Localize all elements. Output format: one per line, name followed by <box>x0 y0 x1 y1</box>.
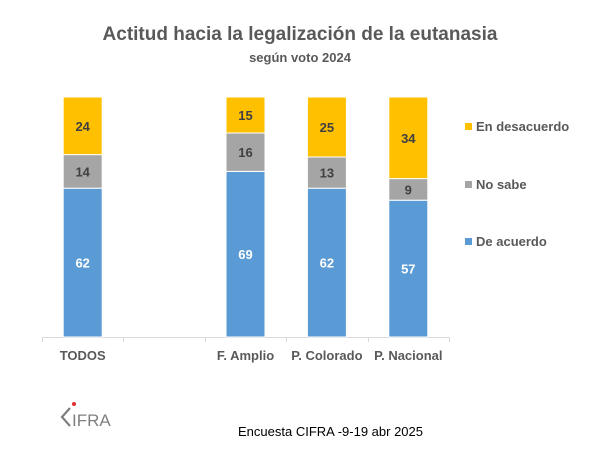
logo-text: IFRA <box>72 411 111 430</box>
data-label: 69 <box>238 247 252 262</box>
data-label: 13 <box>320 166 334 181</box>
data-label: 57 <box>401 262 415 277</box>
legend-label: En desacuerdo <box>476 119 569 134</box>
legend-label: No sabe <box>476 177 527 192</box>
data-label: 62 <box>320 256 334 271</box>
bar-segment-en-desacuerdo <box>306 96 347 158</box>
bar-segment-de-acuerdo <box>225 170 266 338</box>
cifra-logo: IFRA <box>60 400 120 435</box>
chart-subtitle: según voto 2024 <box>249 50 351 65</box>
legend-swatch <box>465 181 472 188</box>
bar-segment-no-sabe <box>62 154 103 189</box>
bar-segment-de-acuerdo <box>306 187 347 338</box>
data-label: 62 <box>75 256 89 271</box>
bar-segment-en-desacuerdo <box>62 96 103 156</box>
data-label: 24 <box>75 119 90 134</box>
x-tick-label: TODOS <box>60 348 106 363</box>
bar-segment-no-sabe <box>225 132 266 172</box>
legend-swatch <box>465 238 472 245</box>
bar-segment-en-desacuerdo <box>225 96 266 134</box>
chart-title: Actitud hacia la legalización de la euta… <box>102 24 498 45</box>
legend-label: De acuerdo <box>476 234 547 249</box>
x-tick-label: P. Nacional <box>374 348 442 363</box>
bar-segment-de-acuerdo <box>62 187 103 338</box>
data-label: 16 <box>238 145 252 160</box>
data-label: 14 <box>75 164 90 179</box>
legend-swatch <box>465 123 472 130</box>
bar-segment-en-desacuerdo <box>388 96 429 180</box>
x-tick-label: P. Colorado <box>291 348 362 363</box>
data-label: 25 <box>320 120 334 135</box>
data-label: 34 <box>401 131 416 146</box>
source-note: Encuesta CIFRA -9-19 abr 2025 <box>238 424 423 439</box>
bar-segment-de-acuerdo <box>388 199 429 338</box>
data-label: 9 <box>405 182 412 197</box>
data-label: 15 <box>238 108 252 123</box>
x-tick-label: F. Amplio <box>217 348 274 363</box>
